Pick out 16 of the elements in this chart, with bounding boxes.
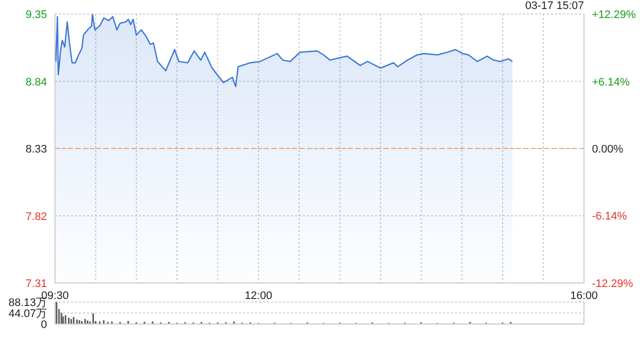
y2-tick-label: -6.14% <box>592 210 628 223</box>
y-tick-label: 8.84 <box>26 76 47 88</box>
y2-tick-label: +12.29% <box>592 9 636 21</box>
y-tick-label: 88.13万 <box>8 297 47 309</box>
y2-tick-label: 0.00% <box>592 144 624 156</box>
y-tick-label: 0 <box>40 319 47 331</box>
y-tick-label: 44.07万 <box>8 308 47 320</box>
y2-tick-label: -12.29% <box>592 278 634 290</box>
x-tick-label: 16:00 <box>570 290 598 302</box>
chart-subtitle: 03-17 15:07 <box>525 0 584 12</box>
y-tick-label: 7.82 <box>26 210 47 223</box>
y-tick-label: 8.33 <box>26 144 47 156</box>
x-tick-label: 12:00 <box>244 290 272 302</box>
y2-tick-label: +6.14% <box>592 76 630 88</box>
y-tick-label: 9.35 <box>26 9 47 21</box>
y-tick-label: 7.31 <box>26 278 47 290</box>
